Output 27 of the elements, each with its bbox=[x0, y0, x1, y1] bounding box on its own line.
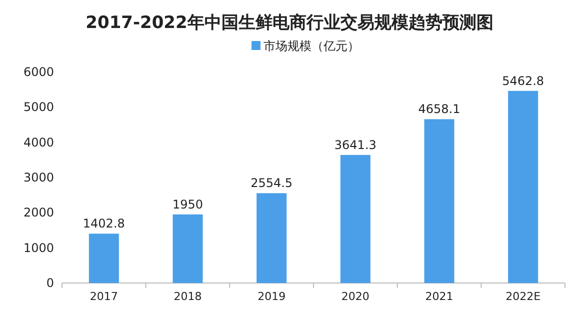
bar bbox=[256, 193, 287, 283]
x-tick-label: 2020 bbox=[341, 290, 370, 303]
y-tick-label: 4000 bbox=[23, 135, 54, 150]
x-tick-label: 2021 bbox=[425, 290, 454, 303]
y-tick-label: 3000 bbox=[23, 170, 54, 184]
x-tick-label: 2019 bbox=[258, 290, 286, 303]
data-label: 3641.3 bbox=[334, 138, 376, 152]
chart-title: 2017-2022年中国生鲜电商行业交易规模趋势预测图 bbox=[86, 13, 494, 33]
data-label: 5462.8 bbox=[502, 74, 544, 88]
data-label: 1950 bbox=[172, 197, 204, 212]
data-label: 1402.8 bbox=[82, 216, 125, 231]
y-tick-label: 6000 bbox=[23, 65, 54, 79]
x-tick-label: 2017 bbox=[90, 290, 118, 303]
bar bbox=[88, 234, 119, 283]
legend: 市场规模（亿元） bbox=[252, 39, 360, 53]
y-tick-label: 2000 bbox=[23, 206, 54, 220]
y-tick-label: 5000 bbox=[23, 100, 54, 114]
x-tick-label: 2018 bbox=[174, 290, 202, 303]
y-tick-label: 1000 bbox=[23, 240, 54, 255]
data-label: 2554.5 bbox=[250, 176, 293, 190]
bar bbox=[172, 214, 203, 283]
bar bbox=[340, 154, 370, 283]
bar bbox=[508, 90, 538, 283]
bar bbox=[424, 119, 454, 283]
x-tick-label: 2022E bbox=[506, 290, 541, 303]
y-tick-label: 0 bbox=[46, 276, 54, 290]
data-label: 4658.1 bbox=[418, 102, 460, 116]
